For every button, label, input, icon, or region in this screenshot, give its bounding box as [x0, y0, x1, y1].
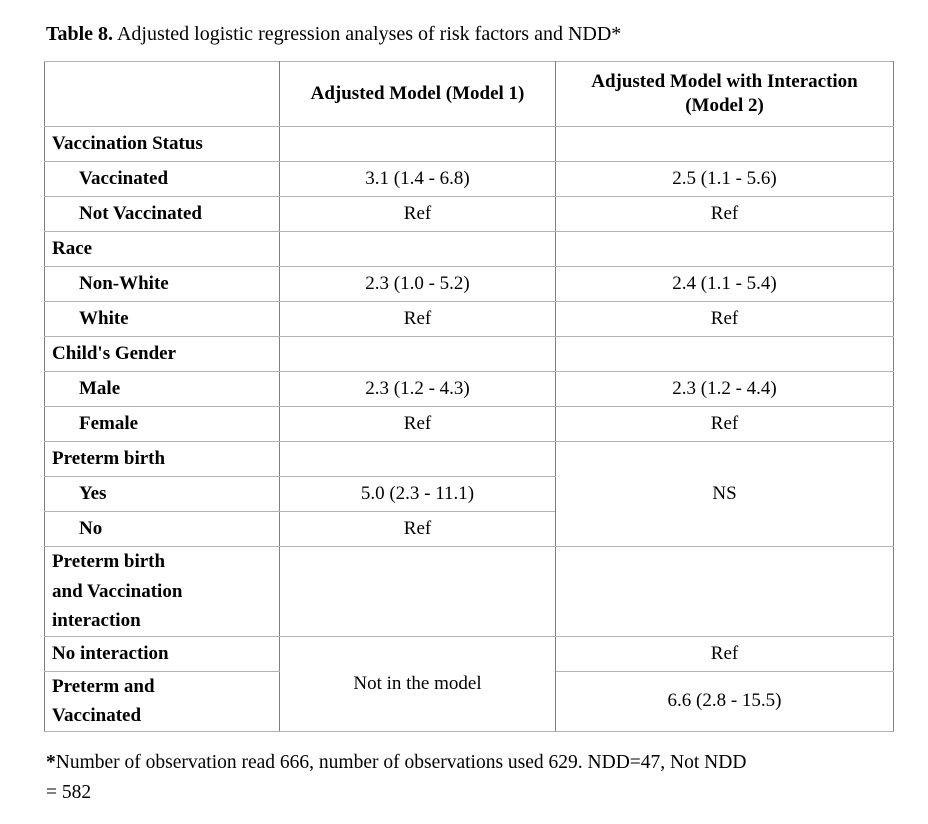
- table-caption-label: Table 8.: [46, 23, 114, 45]
- row-race: Race: [44, 231, 894, 267]
- row-white: White Ref Ref: [44, 301, 894, 337]
- cell-childs-gender-m1: [279, 336, 556, 372]
- cell-female-m1: Ref: [279, 406, 556, 442]
- label-preterm-no: No: [44, 511, 280, 547]
- cell-male-m1: 2.3 (1.2 - 4.3): [279, 371, 556, 407]
- row-interaction-header: Preterm birth and Vaccination interactio…: [44, 546, 894, 637]
- row-preterm-and-vaccinated: Preterm and Vaccinated 6.6 (2.8 - 15.5): [44, 671, 894, 732]
- cell-childs-gender-m2: [555, 336, 894, 372]
- row-vaccination-status: Vaccination Status: [44, 126, 894, 162]
- cell-interaction-header-m1: [279, 546, 556, 637]
- cell-female-m2: Ref: [555, 406, 894, 442]
- row-childs-gender: Child's Gender: [44, 336, 894, 372]
- cell-preterm-no-m1: Ref: [279, 511, 556, 547]
- cell-non-white-m2: 2.4 (1.1 - 5.4): [555, 266, 894, 302]
- label-preterm-yes: Yes: [44, 476, 280, 512]
- label-vaccinated: Vaccinated: [44, 161, 280, 197]
- row-preterm-yes: Yes 5.0 (2.3 - 11.1): [44, 476, 894, 512]
- label-preterm-birth: Preterm birth: [44, 441, 280, 477]
- label-interaction-header: Preterm birth and Vaccination interactio…: [44, 546, 280, 637]
- header-empty-cell: [44, 61, 280, 127]
- cell-vaccination-status-m2: [555, 126, 894, 162]
- cell-no-interaction-m2: Ref: [555, 636, 894, 672]
- regression-table: Adjusted Model (Model 1) Adjusted Model …: [44, 61, 894, 732]
- table-footnote: *Number of observation read 666, number …: [46, 748, 893, 808]
- footnote-asterisk: *: [46, 751, 56, 773]
- header-model1: Adjusted Model (Model 1): [279, 61, 556, 127]
- cell-interaction-header-m2: [555, 546, 894, 637]
- cell-preterm-ns-merged: NS: [555, 441, 894, 547]
- row-vaccinated: Vaccinated 3.1 (1.4 - 6.8) 2.5 (1.1 - 5.…: [44, 161, 894, 197]
- label-preterm-and-vaccinated: Preterm and Vaccinated: [44, 671, 280, 732]
- label-female: Female: [44, 406, 280, 442]
- label-vaccination-status: Vaccination Status: [44, 126, 280, 162]
- row-female: Female Ref Ref: [44, 406, 894, 442]
- label-race: Race: [44, 231, 280, 267]
- cell-non-white-m1: 2.3 (1.0 - 5.2): [279, 266, 556, 302]
- row-male: Male 2.3 (1.2 - 4.3) 2.3 (1.2 - 4.4): [44, 371, 894, 407]
- cell-not-vaccinated-m2: Ref: [555, 196, 894, 232]
- cell-preterm-and-vaccinated-m2: 6.6 (2.8 - 15.5): [555, 671, 894, 732]
- label-non-white: Non-White: [44, 266, 280, 302]
- cell-preterm-yes-m1: 5.0 (2.3 - 11.1): [279, 476, 556, 512]
- table-caption: Table 8. Adjusted logistic regression an…: [46, 22, 893, 46]
- cell-vaccination-status-m1: [279, 126, 556, 162]
- cell-preterm-birth-m1: [279, 441, 556, 477]
- cell-vaccinated-m1: 3.1 (1.4 - 6.8): [279, 161, 556, 197]
- row-preterm-no: No Ref: [44, 511, 894, 547]
- cell-white-m2: Ref: [555, 301, 894, 337]
- cell-not-vaccinated-m1: Ref: [279, 196, 556, 232]
- label-childs-gender: Child's Gender: [44, 336, 280, 372]
- row-preterm-birth: Preterm birth NS: [44, 441, 894, 547]
- cell-not-in-model-merged: Not in the model: [279, 636, 556, 732]
- cell-male-m2: 2.3 (1.2 - 4.4): [555, 371, 894, 407]
- cell-vaccinated-m2: 2.5 (1.1 - 5.6): [555, 161, 894, 197]
- header-row: Adjusted Model (Model 1) Adjusted Model …: [44, 61, 894, 127]
- label-not-vaccinated: Not Vaccinated: [44, 196, 280, 232]
- cell-race-m1: [279, 231, 556, 267]
- row-not-vaccinated: Not Vaccinated Ref Ref: [44, 196, 894, 232]
- label-white: White: [44, 301, 280, 337]
- cell-race-m2: [555, 231, 894, 267]
- label-no-interaction: No interaction: [44, 636, 280, 672]
- label-male: Male: [44, 371, 280, 407]
- row-no-interaction: No interaction Not in the model Ref: [44, 636, 894, 732]
- table-caption-text: Adjusted logistic regression analyses of…: [113, 23, 622, 45]
- row-non-white: Non-White 2.3 (1.0 - 5.2) 2.4 (1.1 - 5.4…: [44, 266, 894, 302]
- cell-white-m1: Ref: [279, 301, 556, 337]
- header-model2: Adjusted Model with Interaction (Model 2…: [555, 61, 894, 127]
- footnote-text: Number of observation read 666, number o…: [46, 751, 747, 804]
